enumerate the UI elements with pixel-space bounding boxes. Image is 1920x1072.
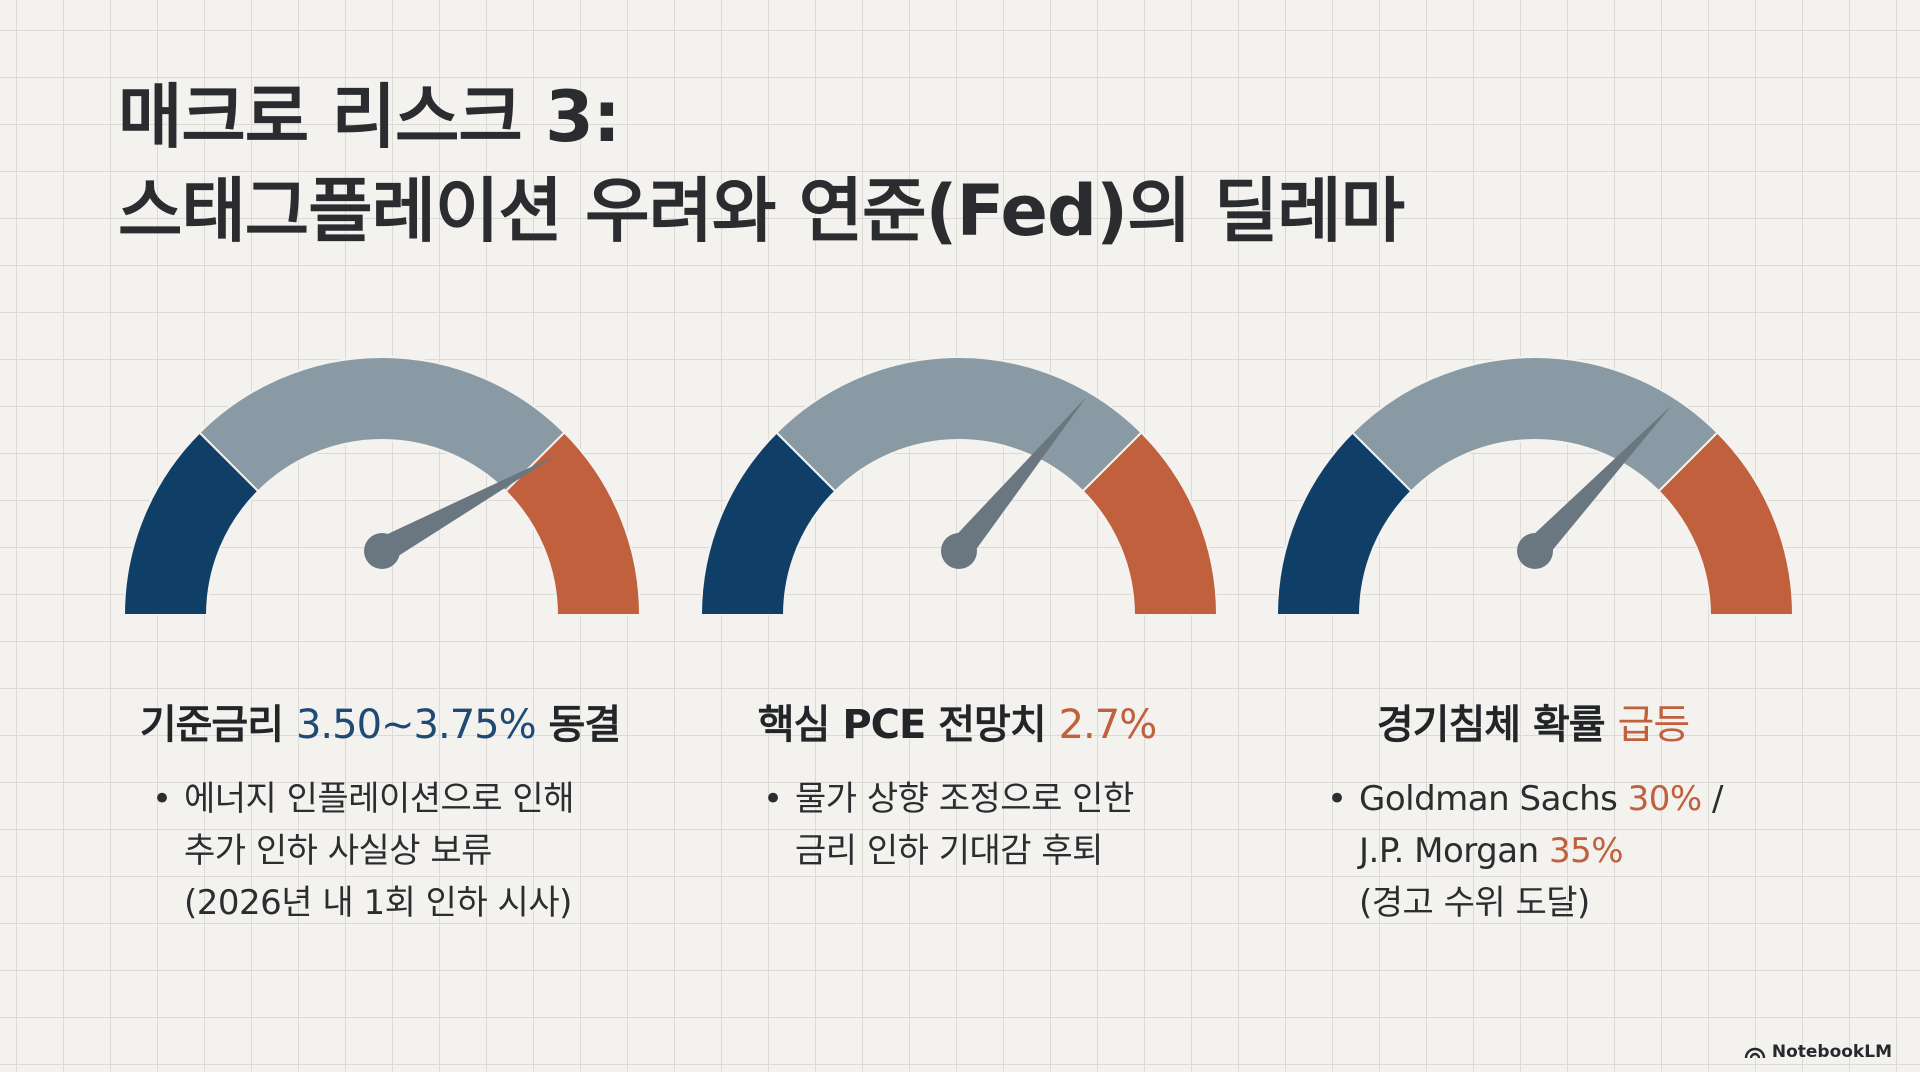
bullet-fed-rate: • 에너지 인플레이션으로 인해 추가 인하 사실상 보류 (2026년 내 1… <box>152 773 574 929</box>
gauge-panel-fed-rate: 기준금리 3.50~3.75% 동결 • 에너지 인플레이션으로 인해 추가 인… <box>100 355 660 935</box>
title-line-1: 매크로 리스크 3: <box>118 76 621 158</box>
brand-label: NotebookLM <box>1771 1042 1892 1062</box>
gauge-fed-rate <box>124 356 640 615</box>
gauge-segment-mid <box>1351 356 1719 493</box>
separator: / <box>1701 779 1724 819</box>
heading-suffix: 동결 <box>535 702 622 748</box>
bank-name: Goldman Sachs <box>1359 779 1628 819</box>
bullet-core-pce: • 물가 상향 조정으로 인한 금리 인하 기대감 후퇴 <box>763 773 1134 877</box>
gauge-needle-hub <box>1517 533 1553 569</box>
probability-value: 35% <box>1548 831 1624 871</box>
bullet-line: (경고 수위 도달) <box>1359 883 1590 923</box>
heading-value: 3.50~3.75% <box>295 702 537 748</box>
heading-label: 기준금리 <box>139 702 296 748</box>
gauge-needle-hub <box>364 533 400 569</box>
bullet-dot: • <box>152 779 172 819</box>
gauge-needle <box>375 454 558 563</box>
brand-badge: NotebookLM <box>1744 1042 1892 1062</box>
gauge-heading-fed-rate: 기준금리 3.50~3.75% 동결 <box>100 692 660 750</box>
bullet-line: (2026년 내 1회 인하 시사) <box>184 883 572 923</box>
gauge-panel-recession: 경기침체 확률 급등 • Goldman Sachs 30% / J.P. Mo… <box>1253 355 1813 935</box>
gauge-heading-core-pce: 핵심 PCE 전망치 2.7% <box>677 692 1237 750</box>
probability-value: 30% <box>1627 779 1703 819</box>
gauge-core-pce <box>701 356 1217 615</box>
bank-name: J.P. Morgan <box>1359 831 1549 871</box>
bullet-line: 에너지 인플레이션으로 인해 <box>184 779 574 819</box>
bullet-line: 금리 인하 기대감 후퇴 <box>795 831 1103 871</box>
bullet-line: J.P. Morgan 35% <box>1359 825 1723 877</box>
heading-label: 경기침체 확률 <box>1376 702 1618 748</box>
bullet-line: Goldman Sachs 30% / <box>1359 773 1724 825</box>
bullet-line: 물가 상향 조정으로 인한 <box>795 779 1134 819</box>
heading-value: 2.7% <box>1058 702 1158 748</box>
gauge-recession <box>1277 356 1793 615</box>
page-title: 매크로 리스크 3: 스태그플레이션 우려와 연준(Fed)의 딜레마 <box>118 70 1405 258</box>
bullet-recession: • Goldman Sachs 30% / J.P. Morgan 35% (경… <box>1327 773 1724 929</box>
gauge-segment-mid <box>198 356 566 493</box>
gauge-segment-high <box>504 431 640 615</box>
heading-value: 급등 <box>1617 702 1691 748</box>
title-line-2: 스태그플레이션 우려와 연준(Fed)의 딜레마 <box>118 170 1405 252</box>
bullet-dot: • <box>1327 779 1347 819</box>
notebooklm-logo-icon <box>1744 1047 1766 1059</box>
bullet-line: 추가 인하 사실상 보류 <box>184 831 492 871</box>
gauge-needle <box>948 396 1087 560</box>
gauge-panel-core-pce: 핵심 PCE 전망치 2.7% • 물가 상향 조정으로 인한 금리 인하 기대… <box>677 355 1237 935</box>
gauge-segment-mid <box>775 356 1143 493</box>
gauge-needle-hub <box>941 533 977 569</box>
bullet-dot: • <box>763 779 783 819</box>
gauge-needle <box>1525 405 1672 560</box>
heading-label: 핵심 PCE 전망치 <box>757 702 1059 748</box>
gauge-heading-recession: 경기침체 확률 급등 <box>1253 692 1813 750</box>
